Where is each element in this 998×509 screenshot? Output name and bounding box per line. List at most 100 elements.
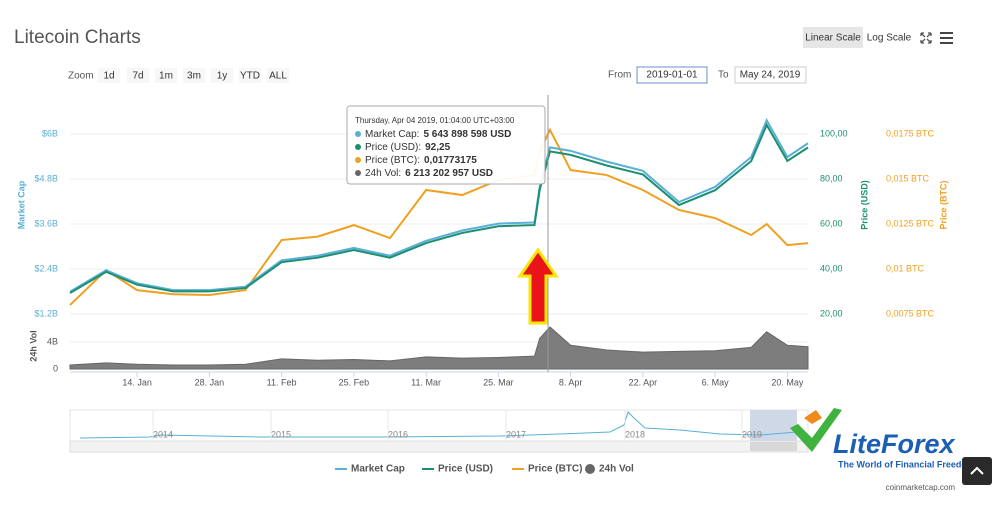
series-line	[69, 118, 809, 293]
y-axis-title: Market Cap	[16, 180, 26, 229]
logo-name: LiteForex	[833, 429, 956, 459]
x-tick-label: 11. Feb	[267, 377, 297, 387]
source: coinmarketcap.com	[886, 483, 956, 492]
volume-axis-title: 24h Vol	[28, 330, 38, 361]
tooltip: Thursday, Apr 04 2019, 01:04:00 UTC+03:0…	[346, 105, 546, 185]
y-tick-label: 40,00	[820, 263, 843, 273]
tooltip-dot	[355, 170, 361, 176]
y-tick-label: 20,00	[820, 308, 843, 318]
logo: LiteForex The World of Financial Freedom	[790, 408, 975, 469]
from-label: From	[608, 70, 631, 81]
from-input[interactable]	[636, 66, 708, 84]
navigator-year: 2016	[388, 429, 408, 439]
zoom-button-label[interactable]: YTD	[240, 71, 260, 82]
y-tick-label: $2.4B	[34, 263, 58, 273]
tooltip-row: Price (BTC): 0,01773175	[365, 155, 477, 166]
log-scale-label[interactable]: Log Scale	[867, 33, 912, 44]
navigator-year: 2017	[506, 429, 526, 439]
logo-mark	[790, 408, 842, 452]
tooltip-label: 24h Vol:	[365, 168, 401, 179]
x-tick-label: 22. Apr	[629, 377, 658, 387]
legend-symbol	[585, 464, 595, 474]
zoom-button[interactable]	[183, 68, 205, 83]
y-tick-label: 0	[53, 363, 58, 373]
zoom-button[interactable]	[267, 68, 289, 83]
x-tick-label: 25. Feb	[339, 377, 370, 387]
zoom-button[interactable]	[211, 68, 233, 83]
tooltip-dot	[355, 131, 361, 137]
zoom-label: Zoom	[68, 71, 94, 82]
legend-label[interactable]: Price (BTC)	[528, 464, 582, 475]
zoom-button-label[interactable]: 3m	[187, 71, 201, 82]
y-tick-label: 0,01 BTC	[886, 263, 925, 273]
legend-label[interactable]: Market Cap	[351, 464, 405, 475]
x-tick-label: 20. May	[771, 377, 804, 387]
tooltip-row: 24h Vol: 6 213 202 957 USD	[365, 168, 493, 179]
logo-slogan: The World of Financial Freedom	[838, 459, 975, 469]
y-tick-label: $1.2B	[34, 308, 58, 318]
zoom-button-label[interactable]: 1d	[103, 71, 114, 82]
tooltip-label: Market Cap:	[365, 129, 419, 140]
navigator-selection[interactable]	[750, 410, 797, 441]
zoom-button-label[interactable]: 1m	[159, 71, 173, 82]
tooltip-dot	[355, 144, 361, 150]
zoom-button-label[interactable]: ALL	[269, 71, 287, 82]
zoom-button[interactable]	[98, 68, 120, 83]
navigator-year: 2018	[625, 429, 645, 439]
y3-axis-title: Price (BTC)	[938, 180, 948, 229]
tooltip-value: 6 213 202 957 USD	[405, 168, 493, 179]
to-label: To	[718, 70, 729, 81]
x-tick-label: 28. Jan	[195, 377, 225, 387]
tooltip-value: 0,01773175	[424, 155, 477, 166]
tooltip-row: Market Cap: 5 643 898 598 USD	[365, 129, 511, 140]
scrollbar[interactable]	[69, 440, 809, 453]
zoom-button[interactable]	[155, 68, 177, 83]
y-tick-label: 0,015 BTC	[886, 173, 930, 183]
navigator-year: 2015	[271, 429, 291, 439]
x-tick-label: 8. Apr	[559, 377, 583, 387]
y-tick-label: $6B	[42, 128, 58, 138]
legend-label[interactable]: 24h Vol	[599, 464, 634, 475]
y-tick-label: 4B	[47, 336, 58, 346]
from-value[interactable]: 2019-01-01	[646, 70, 698, 81]
zoom-button[interactable]	[127, 68, 149, 83]
volume-area	[69, 326, 809, 370]
navigator-year: 2019	[742, 429, 762, 439]
to-value[interactable]: May 24, 2019	[740, 70, 801, 81]
series-line	[69, 122, 809, 294]
tooltip-label: Price (USD):	[365, 142, 421, 153]
scrollbar-thumb[interactable]	[750, 442, 797, 451]
tooltip-dot	[355, 157, 361, 163]
back-to-top-icon[interactable]	[970, 466, 984, 475]
fullscreen-icon[interactable]	[920, 32, 932, 44]
to-input[interactable]	[734, 66, 807, 84]
y-tick-label: $3.6B	[34, 218, 58, 228]
linear-scale-button[interactable]	[803, 27, 863, 48]
zoom-button[interactable]	[239, 68, 261, 83]
x-tick-label: 14. Jan	[122, 377, 152, 387]
y-tick-label: 80,00	[820, 173, 843, 183]
red-arrow	[517, 247, 559, 325]
tooltip-value: 5 643 898 598 USD	[423, 129, 511, 140]
y-tick-label: 0,0175 BTC	[886, 128, 935, 138]
y2-axis-title: Price (USD)	[859, 180, 869, 230]
x-tick-label: 25. Mar	[483, 377, 514, 387]
y-tick-label: 0,0075 BTC	[886, 308, 935, 318]
y-tick-label: 0,0125 BTC	[886, 218, 935, 228]
zoom-button-label[interactable]: 1y	[217, 71, 228, 82]
logo-mark-accent	[804, 410, 822, 424]
tooltip-value: 92,25	[425, 142, 450, 153]
x-tick-label: 6. May	[702, 377, 730, 387]
y-tick-label: 60,00	[820, 218, 843, 228]
tooltip-label: Price (BTC):	[365, 155, 420, 166]
zoom-button-label[interactable]: 7d	[132, 71, 143, 82]
menu-icon[interactable]	[940, 32, 953, 44]
back-to-top[interactable]	[962, 457, 992, 485]
page-title: Litecoin Charts	[14, 27, 141, 48]
linear-scale-label[interactable]: Linear Scale	[805, 33, 861, 44]
y-tick-label: $4.8B	[34, 173, 58, 183]
navigator-line	[79, 411, 798, 439]
y-tick-label: 100,00	[820, 128, 848, 138]
legend-label[interactable]: Price (USD)	[438, 464, 493, 475]
